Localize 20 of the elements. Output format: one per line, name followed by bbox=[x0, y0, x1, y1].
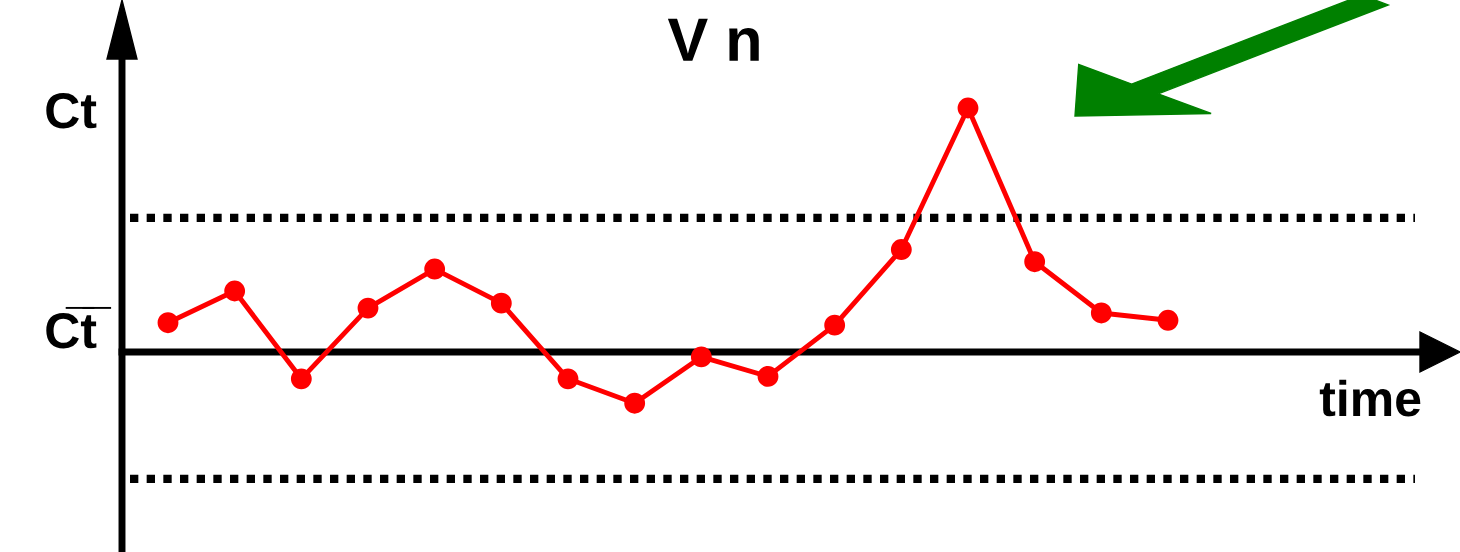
point bbox=[1024, 251, 1046, 273]
text: C̅t̅ bbox=[46, 306, 112, 349]
chart-title: V n bbox=[667, 18, 759, 61]
point bbox=[290, 368, 312, 390]
point bbox=[357, 297, 379, 319]
point bbox=[624, 392, 646, 414]
x-axis-title: time bbox=[1319, 379, 1421, 417]
point bbox=[424, 258, 446, 280]
point bbox=[824, 314, 846, 336]
point bbox=[1090, 302, 1112, 324]
point bbox=[690, 346, 712, 368]
text: Ct bbox=[46, 93, 97, 129]
point bbox=[957, 97, 979, 119]
point bbox=[757, 365, 779, 387]
point bbox=[224, 280, 246, 302]
point bbox=[157, 312, 179, 334]
point bbox=[890, 239, 912, 260]
point bbox=[557, 368, 579, 390]
point bbox=[490, 292, 512, 314]
point bbox=[1157, 309, 1179, 331]
